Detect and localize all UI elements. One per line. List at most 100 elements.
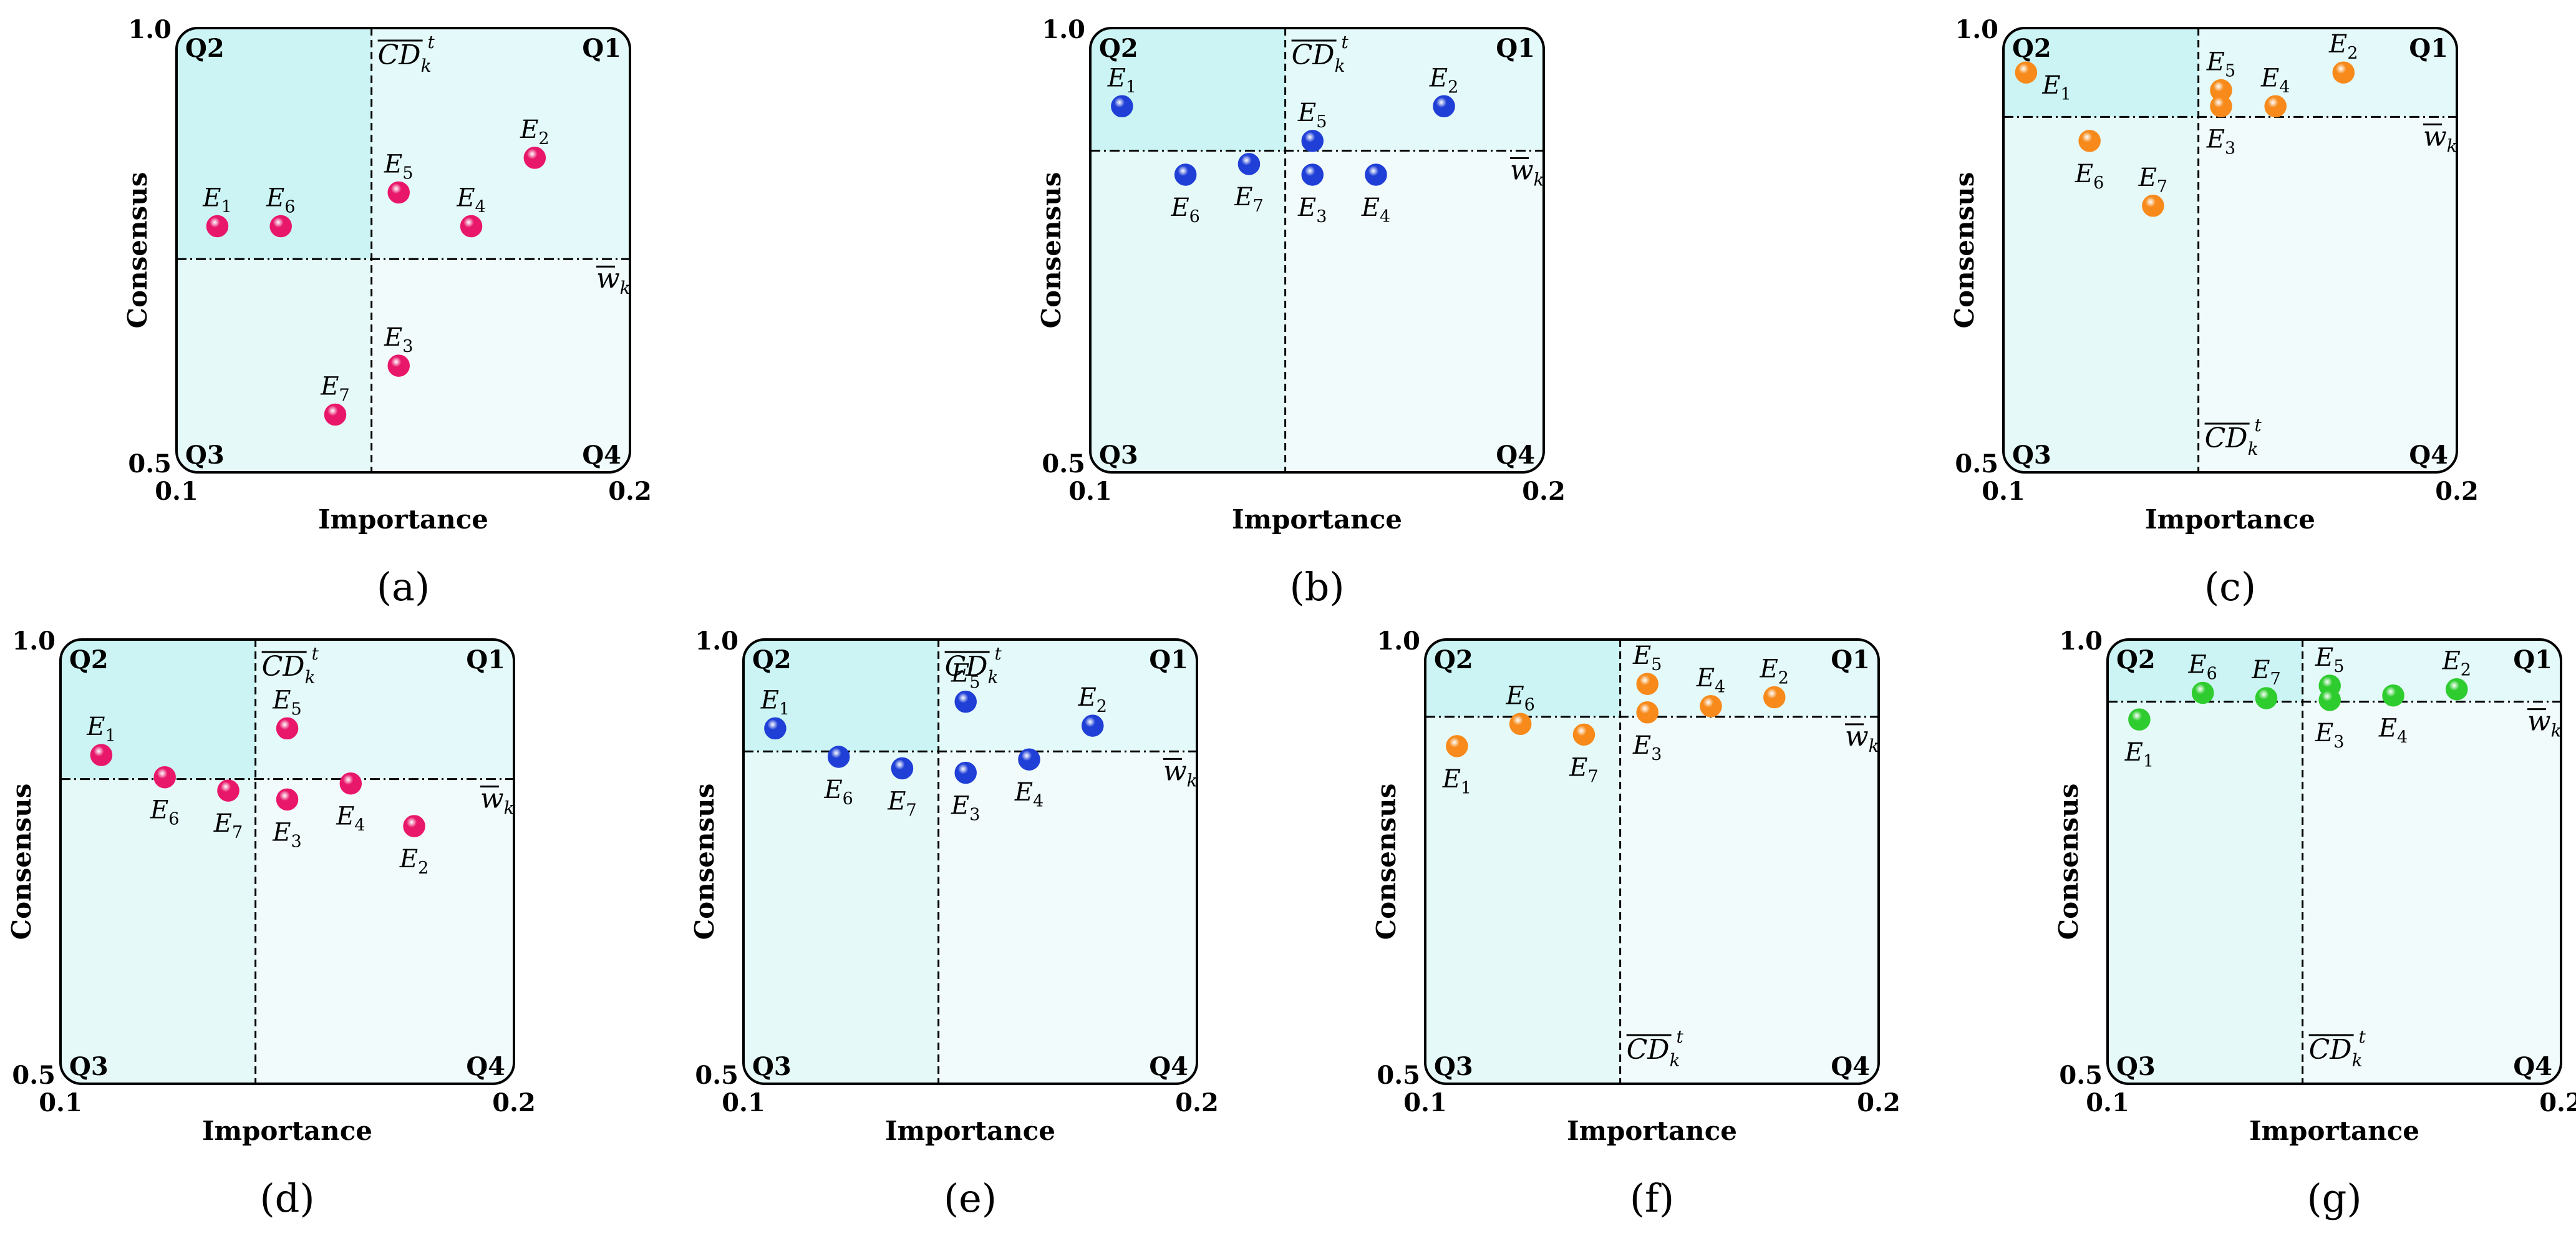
expert-point-e5 [276, 717, 299, 740]
expert-point-e4 [339, 772, 362, 795]
expert-point-e6 [1509, 713, 1532, 736]
quadrant-q4-fill [255, 779, 514, 1084]
ytick-label-top: 1.0 [1955, 15, 1998, 44]
expert-label-e1: E1 [1442, 765, 1471, 798]
expert-label-e4: E4 [2260, 64, 2290, 97]
expert-label-e5: E5 [1297, 99, 1327, 132]
quadrant-label-q4: Q4 [2513, 1052, 2552, 1081]
quadrant-q3-fill [743, 751, 939, 1084]
quadrant-q1-fill [2198, 28, 2457, 117]
weight-threshold-label: wk [596, 263, 631, 298]
panel-caption: (b) [1289, 564, 1344, 610]
ytick-label-top: 1.0 [128, 15, 172, 44]
x-axis-label: Importance [1232, 504, 1402, 535]
expert-label-e1: E1 [1107, 64, 1136, 97]
expert-point-e6 [1174, 163, 1197, 186]
expert-point-e6 [153, 766, 176, 789]
x-axis-label: Importance [1567, 1116, 1737, 1146]
quadrant-label-q3: Q3 [2012, 440, 2051, 470]
expert-label-e3: E3 [2206, 125, 2235, 158]
expert-point-e3 [276, 788, 299, 811]
quadrant-q3-fill [2108, 701, 2303, 1084]
quadrant-fills [177, 28, 630, 472]
quadrant-fills [1425, 640, 1879, 1084]
expert-label-e6: E6 [2075, 160, 2104, 193]
expert-label-e6: E6 [266, 184, 295, 217]
expert-point-e1 [206, 215, 229, 238]
expert-point-e2 [2446, 678, 2468, 701]
xtick-label-right: 0.2 [1175, 1088, 1219, 1117]
quadrant-label-q2: Q2 [1099, 34, 1138, 63]
quadrant-q1-fill [255, 640, 514, 779]
expert-point-e3 [387, 354, 410, 377]
ytick-label-bottom: 0.5 [12, 1061, 56, 1090]
quadrant-q2-fill [1425, 640, 1620, 717]
quadrant-label-q3: Q3 [185, 440, 225, 470]
quadrant-label-q2: Q2 [2012, 34, 2051, 63]
expert-label-e2: E2 [1760, 655, 1789, 688]
panel-f: Q2 Q1 Q3 Q4 CDkt wk 1.0 0.50.1 0.2 Importance Cons… [1371, 626, 1901, 1221]
expert-label-e3: E3 [2315, 719, 2344, 752]
expert-point-e7 [324, 403, 347, 426]
expert-label-e1: E1 [2124, 738, 2154, 771]
expert-label-e3: E3 [1297, 193, 1327, 226]
quadrant-q2-fill [1090, 28, 1286, 151]
panel-caption: (a) [377, 564, 430, 610]
expert-label-e2: E2 [2442, 647, 2471, 680]
expert-label-e7: E7 [213, 809, 243, 842]
expert-point-e3 [1301, 163, 1324, 186]
quadrant-label-q2: Q2 [2116, 645, 2156, 674]
expert-label-e5: E5 [384, 150, 413, 183]
quadrant-label-q3: Q3 [752, 1052, 792, 1081]
weight-threshold-label: wk [480, 783, 515, 819]
panel-caption: (f) [1630, 1175, 1674, 1221]
ytick-label-bottom: 0.5 [2059, 1061, 2103, 1090]
xtick-label-right: 0.2 [1522, 477, 1566, 506]
expert-point-e7 [1572, 723, 1595, 746]
quadrant-q1-fill [1620, 640, 1879, 717]
expert-point-e4 [1365, 163, 1387, 186]
expert-label-e1: E1 [202, 184, 231, 217]
ytick-label-top: 1.0 [695, 626, 738, 656]
xtick-label-left: 0.1 [2086, 1088, 2129, 1117]
quadrant-q4-fill [2198, 117, 2457, 472]
panel-caption: (e) [944, 1175, 997, 1221]
quadrant-q3-fill [61, 779, 256, 1084]
expert-point-e3 [2318, 689, 2341, 711]
y-axis-label: Consensus [1036, 172, 1067, 329]
expert-label-e2: E2 [2328, 30, 2358, 63]
y-axis-label: Consensus [6, 784, 37, 940]
xtick-label-right: 0.2 [2539, 1088, 2576, 1117]
quadrant-q3-fill [177, 259, 372, 472]
xtick-label-left: 0.1 [1068, 477, 1112, 506]
expert-label-e7: E7 [887, 787, 916, 820]
weight-threshold-label: wk [2423, 120, 2457, 156]
xtick-label-right: 0.2 [608, 477, 652, 506]
weight-threshold-label: wk [1510, 155, 1544, 190]
quadrant-q3-fill [2003, 117, 2199, 472]
expert-label-e2: E2 [1078, 683, 1107, 716]
expert-label-e2: E2 [1429, 64, 1458, 97]
x-axis-label: Importance [2145, 504, 2315, 535]
quadrant-label-q3: Q3 [1434, 1052, 1473, 1081]
expert-label-e6: E6 [823, 776, 853, 809]
xtick-label-right: 0.2 [2435, 477, 2479, 506]
quadrant-label-q2: Q2 [69, 645, 109, 674]
panel-g: Q2 Q1 Q3 Q4 CDkt wk 1.0 0.50.1 0.2 Importance Cons… [2053, 626, 2576, 1221]
xtick-label-right: 0.2 [1857, 1088, 1901, 1117]
xtick-label-left: 0.1 [39, 1088, 82, 1117]
expert-label-e5: E5 [1632, 641, 1662, 674]
quadrant-q4-fill [938, 751, 1197, 1084]
expert-point-e2 [523, 147, 546, 169]
expert-label-e4: E4 [1014, 778, 1043, 811]
cd-threshold-label: CDkt [1627, 1026, 1684, 1071]
expert-label-e3: E3 [951, 792, 980, 825]
ytick-label-top: 1.0 [1042, 15, 1085, 44]
expert-label-e6: E6 [1170, 193, 1199, 226]
quadrant-label-q1: Q1 [1149, 645, 1188, 674]
y-axis-label: Consensus [1949, 172, 1980, 329]
panel-frame [742, 638, 1198, 1085]
expert-point-e2 [1082, 714, 1104, 737]
expert-label-e5: E5 [951, 659, 980, 693]
expert-label-e2: E2 [399, 845, 429, 878]
